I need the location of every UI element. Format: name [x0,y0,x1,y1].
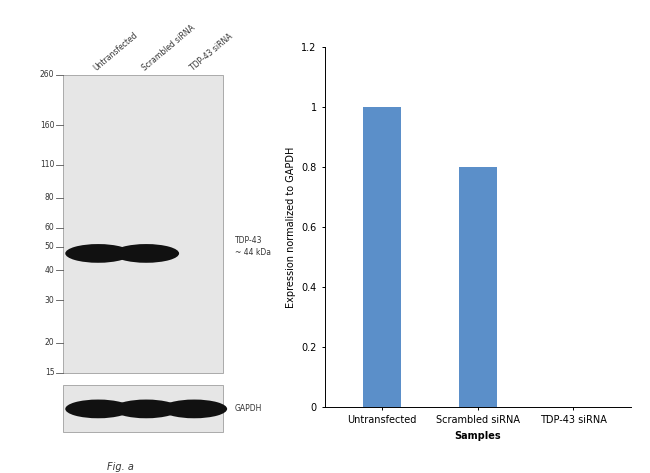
Text: 110: 110 [40,160,55,169]
Text: Fig. a: Fig. a [107,462,133,472]
Text: 160: 160 [40,121,55,130]
Text: 80: 80 [45,193,55,202]
Text: TDP-43 siRNA: TDP-43 siRNA [188,32,235,73]
Bar [363,107,402,407]
Text: 260: 260 [40,70,55,79]
Text: 50: 50 [45,243,55,252]
Text: Scrambled siRNA: Scrambled siRNA [140,23,197,73]
Bar [459,167,497,407]
Ellipse shape [65,400,131,418]
Text: 40: 40 [45,266,55,275]
Y-axis label: Expression normalized to GAPDH: Expression normalized to GAPDH [286,146,296,308]
Text: 60: 60 [45,223,55,232]
Bar [63,75,223,373]
Text: GAPDH: GAPDH [235,404,262,413]
Ellipse shape [161,400,227,418]
Text: 30: 30 [45,296,55,305]
Bar [63,385,223,432]
Text: TDP-43: TDP-43 [235,236,262,245]
Text: 20: 20 [45,338,55,347]
Ellipse shape [65,244,131,263]
Text: ~ 44 kDa: ~ 44 kDa [235,248,270,257]
Ellipse shape [113,244,179,263]
Ellipse shape [113,400,179,418]
Text: Untransfected: Untransfected [92,31,140,73]
X-axis label: Samples: Samples [454,431,501,441]
Text: 15: 15 [45,368,55,377]
